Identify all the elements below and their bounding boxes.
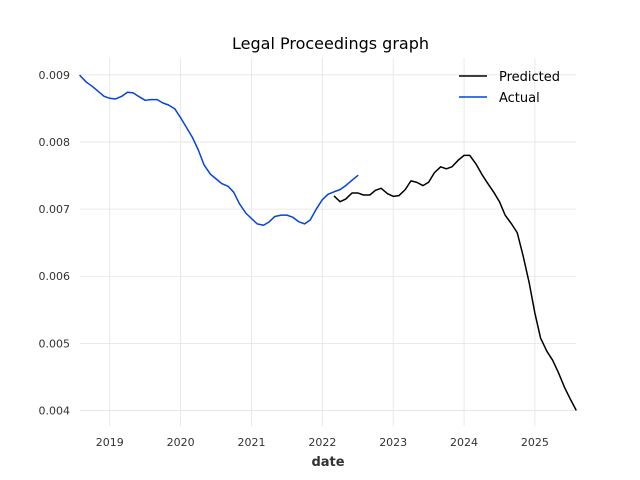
y-tick-label: 0.005: [39, 337, 71, 350]
y-tick-label: 0.006: [39, 270, 71, 283]
y-tick-label: 0.008: [39, 136, 71, 149]
x-axis-label: date: [311, 455, 344, 470]
x-tick-label: 2023: [379, 436, 407, 449]
legend: Predicted Actual: [459, 70, 560, 106]
x-tick-label: 2025: [521, 436, 549, 449]
x-tick-label: 2024: [450, 436, 478, 449]
grid: [80, 58, 576, 426]
y-tick-label: 0.009: [39, 69, 71, 82]
series-lines: [79, 74, 577, 411]
y-tick-labels: 0.004 0.005 0.006 0.007 0.008 0.009: [39, 69, 71, 418]
series-line-actual: [79, 74, 359, 226]
chart-title: Legal Proceedings graph: [232, 34, 429, 53]
x-tick-label: 2019: [96, 436, 124, 449]
x-tick-label: 2022: [308, 436, 336, 449]
x-tick-label: 2020: [167, 436, 195, 449]
legend-label-actual: Actual: [499, 91, 540, 106]
x-tick-labels: 2019 2020 2021 2022 2023 2024 2025: [96, 436, 549, 449]
y-tick-label: 0.004: [39, 405, 71, 418]
legend-label-predicted: Predicted: [499, 70, 560, 85]
series-line-predicted: [333, 154, 577, 411]
x-tick-label: 2021: [237, 436, 265, 449]
y-tick-label: 0.007: [39, 203, 71, 216]
